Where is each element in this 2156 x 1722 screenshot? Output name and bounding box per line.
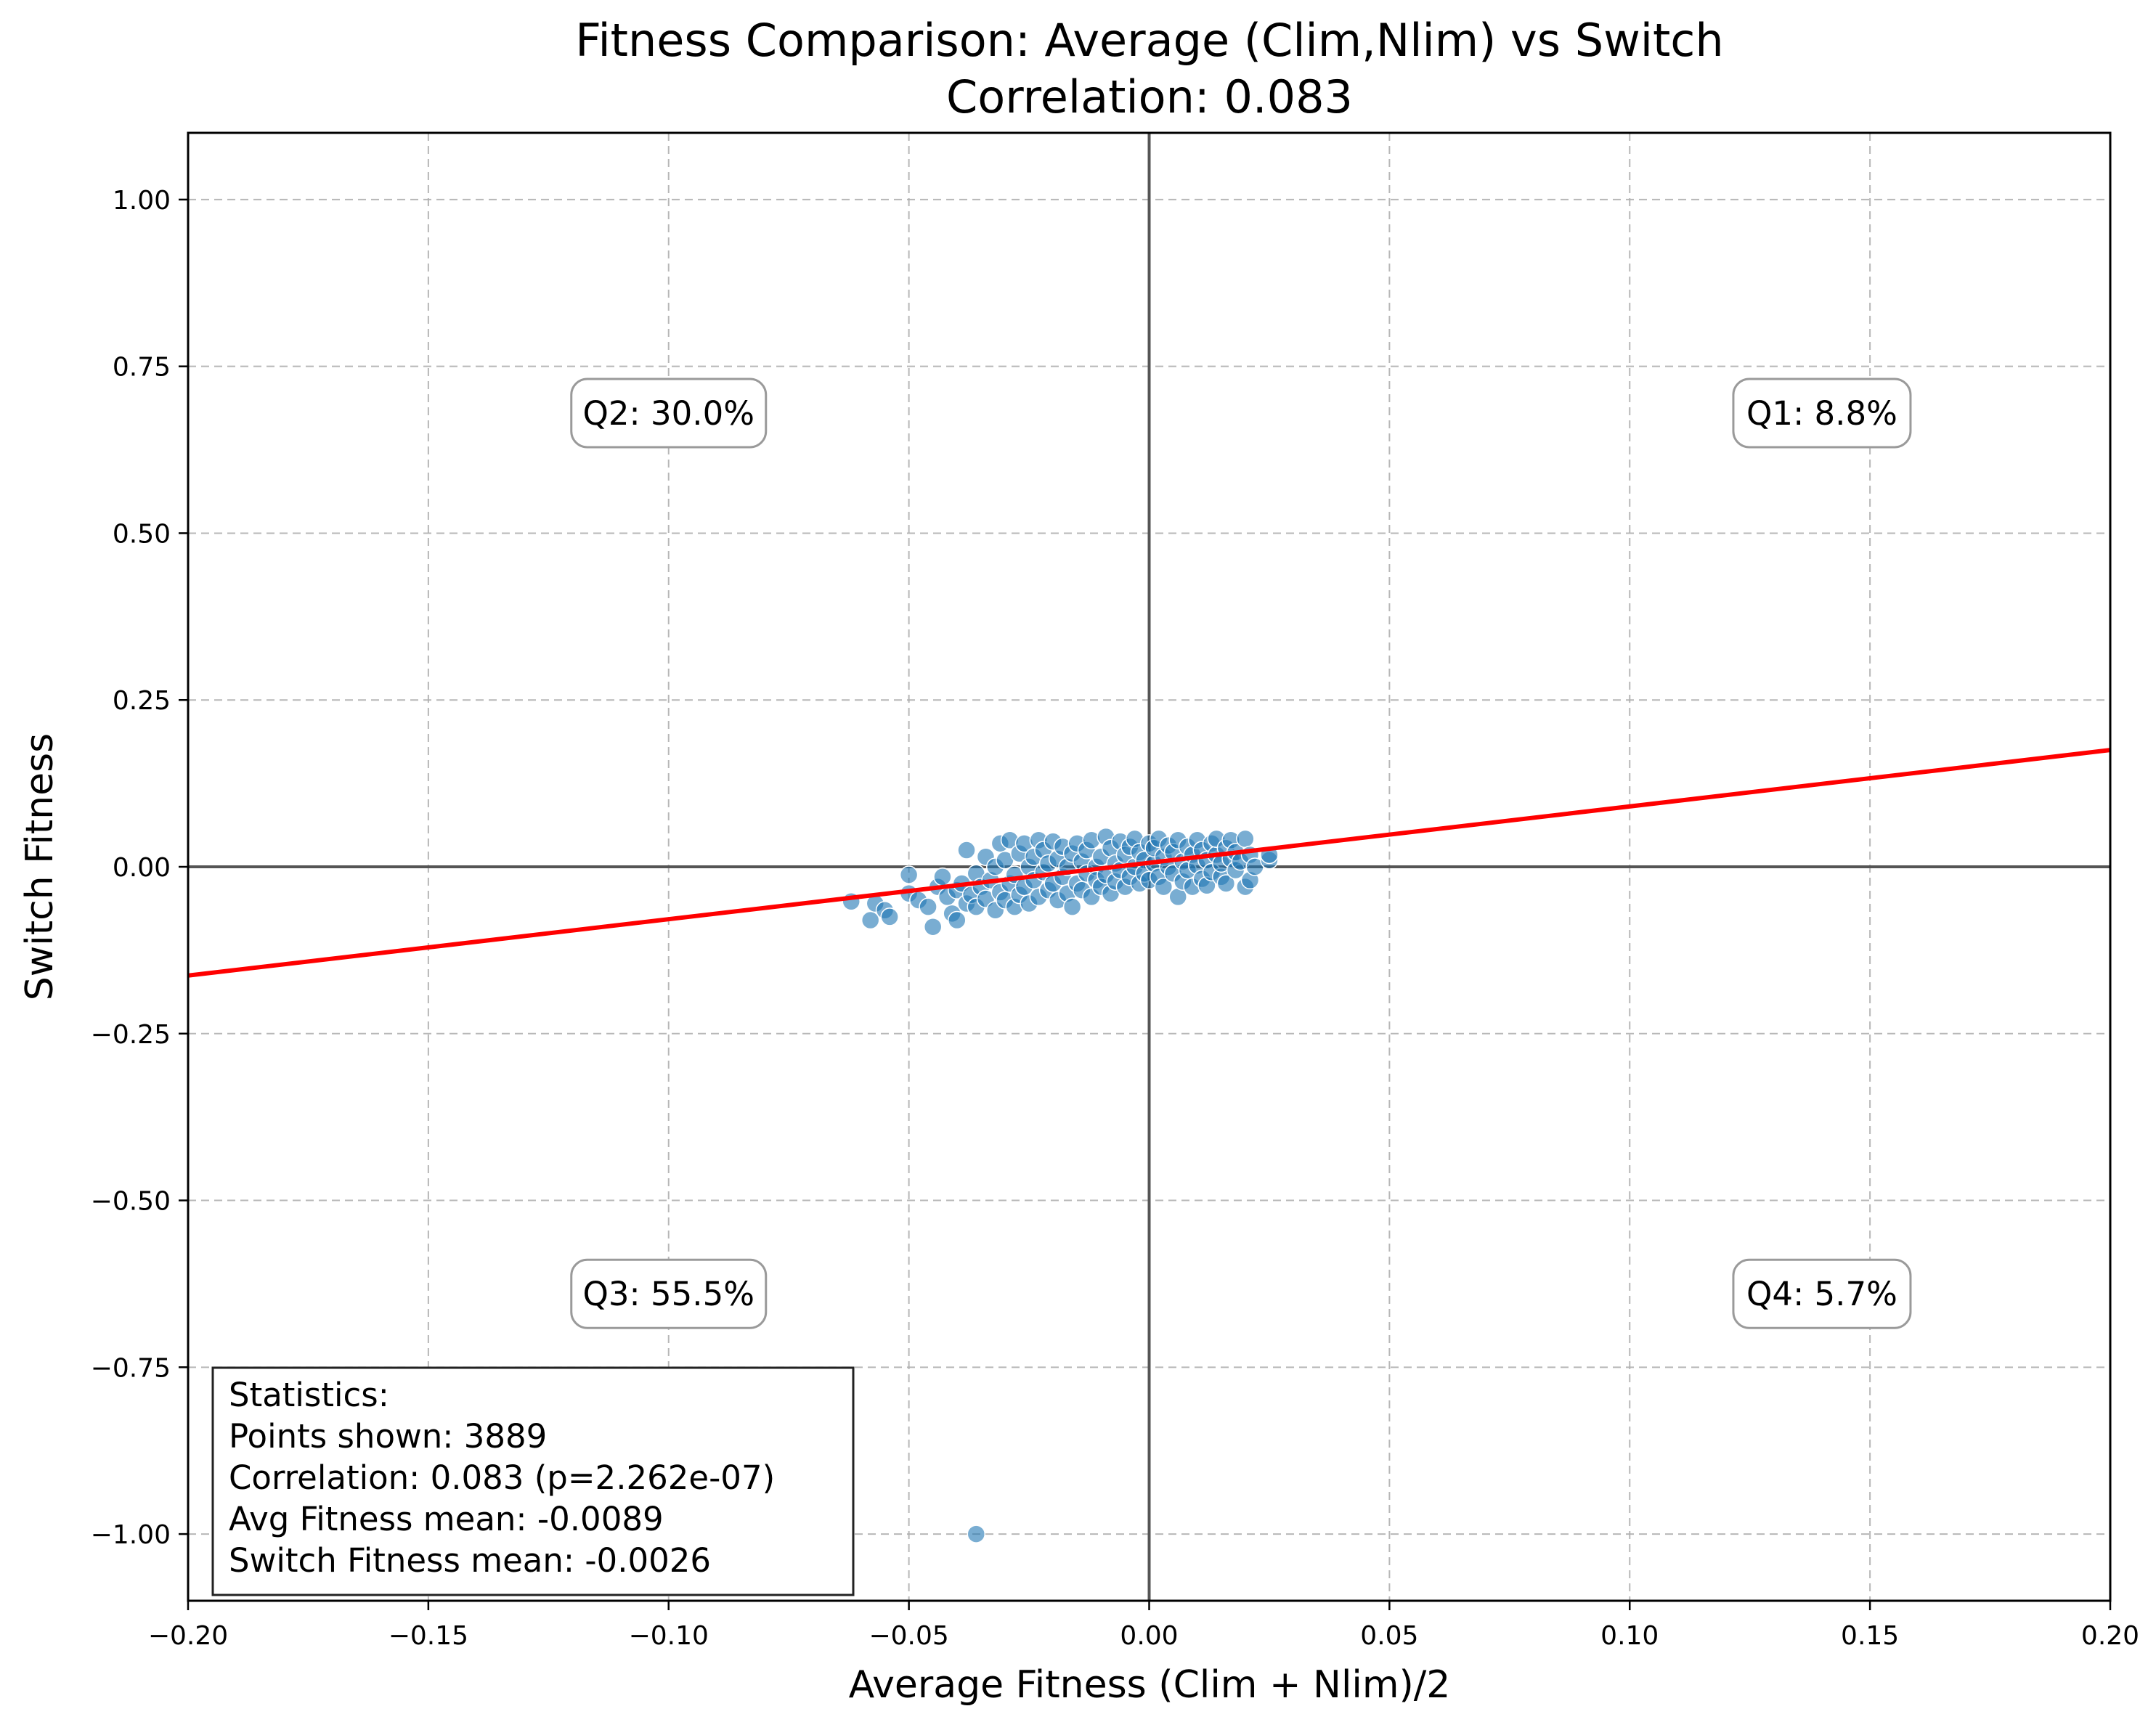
data-point xyxy=(1062,897,1082,916)
stats-line-5: Switch Fitness mean: -0.0026 xyxy=(229,1541,711,1580)
data-points xyxy=(842,827,1279,1543)
stats-line-2: Points shown: 3889 xyxy=(229,1417,547,1456)
data-point xyxy=(923,917,943,937)
y-axis-label: Switch Fitness xyxy=(18,733,62,1001)
x-axis-ticks: −0.20 −0.15 −0.10 −0.05 0.00 0.05 0.10 0.15 0.20 xyxy=(148,1601,2139,1651)
quadrant-label: Q1: 8.8% xyxy=(1746,394,1897,433)
data-point xyxy=(1154,877,1173,897)
quadrant-label: Q2: 30.0% xyxy=(583,394,754,433)
data-point xyxy=(861,910,880,930)
x-axis-label: Average Fitness (Clim + Nlim)/2 xyxy=(849,1663,1451,1707)
data-point xyxy=(919,897,937,916)
y-tick-label: −0.25 xyxy=(91,1020,171,1050)
data-point xyxy=(1236,829,1255,849)
data-point xyxy=(957,841,976,860)
quadrant-labels: Q1: 8.8% Q2: 30.0% Q3: 55.5% Q4: 5.7% xyxy=(570,378,1912,1329)
data-point xyxy=(967,1525,986,1543)
stats-line-3: Correlation: 0.083 (p=2.262e-07) xyxy=(229,1458,775,1497)
quadrant-label-box xyxy=(1732,378,1912,449)
quadrant-label: Q4: 5.7% xyxy=(1746,1275,1897,1313)
quadrant-label-box xyxy=(570,1258,768,1329)
y-tick-label: 0.50 xyxy=(113,519,171,549)
regression-line-group xyxy=(188,748,2110,978)
x-tick-label: −0.10 xyxy=(629,1621,709,1651)
y-tick-label: 0.75 xyxy=(113,353,171,383)
quadrant-label: Q3: 55.5% xyxy=(583,1275,754,1313)
data-point xyxy=(933,868,952,886)
y-tick-label: 1.00 xyxy=(113,186,171,216)
x-tick-label: 0.00 xyxy=(1120,1621,1178,1651)
regression-line xyxy=(188,748,2110,978)
chart-title: Fitness Comparison: Average (Clim,Nlim) … xyxy=(575,14,1723,67)
y-tick-label: −1.00 xyxy=(91,1520,171,1550)
y-tick-label: −0.50 xyxy=(91,1187,171,1217)
statistics-box-frame xyxy=(211,1366,855,1596)
x-tick-label: 0.20 xyxy=(2081,1621,2139,1651)
y-axis-ticks: 1.00 0.75 0.50 0.25 0.00 −0.25 −0.50 −0.75 −1.00 xyxy=(91,186,188,1550)
y-tick-label: 0.25 xyxy=(113,686,171,716)
y-tick-label: 0.00 xyxy=(113,853,171,883)
quadrant-label-box xyxy=(570,378,768,449)
y-tick-label: −0.75 xyxy=(91,1353,171,1383)
data-point xyxy=(948,910,967,930)
x-tick-label: 0.05 xyxy=(1360,1621,1418,1651)
x-tick-label: −0.05 xyxy=(868,1621,948,1651)
quadrant-label-box xyxy=(1732,1258,1912,1329)
x-tick-label: 0.15 xyxy=(1841,1621,1899,1651)
data-point xyxy=(899,865,919,884)
data-point xyxy=(880,907,899,926)
chart-subtitle: Correlation: 0.083 xyxy=(946,70,1353,123)
stats-line-1: Statistics: xyxy=(229,1376,389,1414)
stats-line-4: Avg Fitness mean: -0.0089 xyxy=(229,1500,664,1538)
x-tick-label: −0.20 xyxy=(148,1621,228,1651)
x-tick-label: −0.15 xyxy=(389,1621,468,1651)
statistics-box: Statistics: Points shown: 3889 Correlati… xyxy=(211,1366,855,1596)
x-tick-label: 0.10 xyxy=(1600,1621,1659,1651)
data-point xyxy=(1216,874,1236,893)
